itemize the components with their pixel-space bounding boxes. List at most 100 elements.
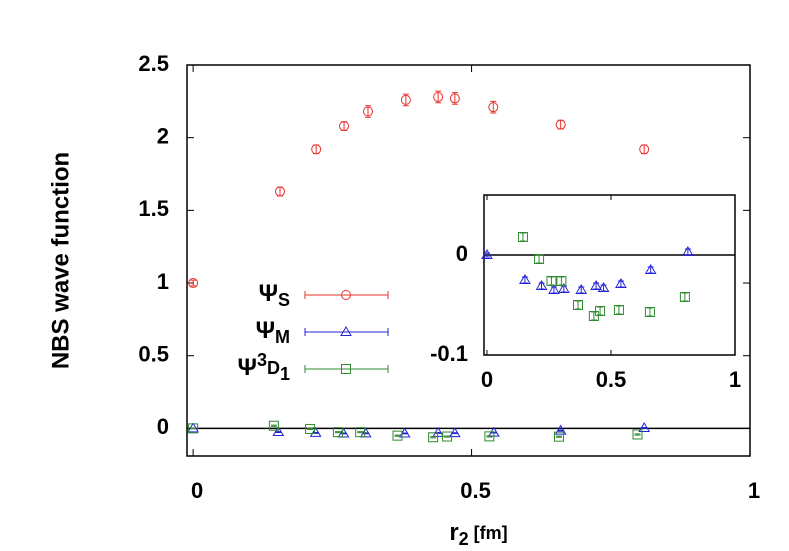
point — [595, 306, 606, 316]
error-bar — [394, 434, 401, 437]
point — [337, 427, 350, 438]
frame — [483, 194, 736, 356]
frame — [186, 64, 751, 457]
y-tick-label: 0 — [157, 414, 169, 439]
point — [638, 421, 651, 432]
series — [517, 232, 690, 321]
legend-entry — [304, 326, 389, 336]
y-tick-label: 1 — [157, 269, 169, 294]
error-bar — [634, 433, 641, 436]
point — [392, 430, 403, 441]
error-bar — [430, 436, 437, 439]
error-bar — [435, 90, 442, 104]
y-tick-label: 0.5 — [138, 342, 169, 367]
legend-marker — [341, 290, 351, 300]
series — [481, 246, 694, 294]
point — [362, 106, 373, 117]
error-bar — [490, 100, 497, 114]
legend-label: ΨS — [259, 280, 290, 309]
error-bar — [364, 105, 371, 118]
error-bar — [275, 431, 282, 433]
legend-entry — [304, 364, 389, 374]
point — [484, 431, 495, 442]
y-tick-label: 1.5 — [138, 196, 169, 221]
series — [188, 90, 650, 289]
error-bar — [270, 424, 277, 427]
error-bar — [190, 279, 197, 287]
point — [644, 264, 657, 274]
x-tick-label: 0 — [191, 478, 203, 503]
legend-line — [304, 291, 389, 299]
point — [519, 274, 531, 284]
point — [305, 423, 316, 434]
error-bar — [340, 432, 347, 435]
point — [573, 300, 584, 310]
series — [187, 421, 651, 438]
point — [359, 427, 372, 438]
point — [188, 423, 199, 434]
error-bar — [555, 435, 562, 438]
error-bar — [362, 432, 369, 435]
error-bar — [451, 432, 458, 435]
error-bar — [641, 427, 648, 429]
error-bar — [357, 431, 364, 434]
point — [556, 276, 567, 286]
point — [644, 307, 655, 317]
legend-label: Ψ3D1 — [238, 350, 290, 384]
point — [548, 284, 560, 294]
point — [557, 283, 570, 293]
point — [400, 94, 411, 105]
point — [274, 186, 285, 197]
point — [448, 427, 461, 438]
error-bar — [451, 92, 458, 105]
point — [534, 254, 545, 264]
y-tick-label: 2 — [157, 123, 169, 148]
point — [432, 426, 445, 437]
point — [615, 278, 627, 288]
x-tick-label: 0.5 — [596, 367, 627, 392]
point — [517, 232, 528, 242]
point — [590, 280, 602, 290]
point — [481, 249, 493, 259]
x-tick-label: 0.5 — [460, 478, 491, 503]
error-bar — [341, 121, 348, 131]
point — [535, 280, 548, 290]
point — [449, 93, 460, 104]
error-bar — [313, 144, 320, 155]
error-bar — [276, 186, 283, 197]
error-bar — [557, 429, 564, 432]
point — [311, 144, 322, 155]
point — [632, 429, 643, 440]
point — [268, 420, 279, 431]
x-tick-label: 1 — [729, 367, 741, 392]
point — [546, 276, 557, 286]
inset-background — [484, 195, 735, 355]
point — [272, 426, 285, 437]
legend-line — [304, 365, 389, 373]
y-tick-label: 2.5 — [138, 51, 169, 76]
point — [188, 278, 199, 289]
y-axis-label: NBS wave function — [47, 152, 74, 369]
point — [433, 91, 444, 102]
point — [555, 119, 566, 130]
point — [554, 424, 567, 435]
error-bar — [557, 119, 564, 130]
legend-line — [304, 328, 389, 336]
legend-label: ΨM — [256, 317, 290, 346]
x-tick-label: 0 — [481, 367, 493, 392]
series — [188, 420, 643, 443]
error-bar — [402, 93, 409, 107]
point — [428, 432, 439, 443]
error-bar — [486, 435, 493, 438]
x-tick-label: 1 — [748, 478, 760, 503]
point — [355, 427, 366, 438]
error-bar — [444, 435, 451, 438]
y-tick-label: 0 — [456, 241, 468, 266]
legend-marker — [341, 364, 351, 374]
error-bar — [307, 427, 314, 431]
legend-entry — [304, 290, 389, 300]
point — [488, 102, 499, 113]
point — [639, 144, 650, 155]
point — [575, 284, 588, 294]
